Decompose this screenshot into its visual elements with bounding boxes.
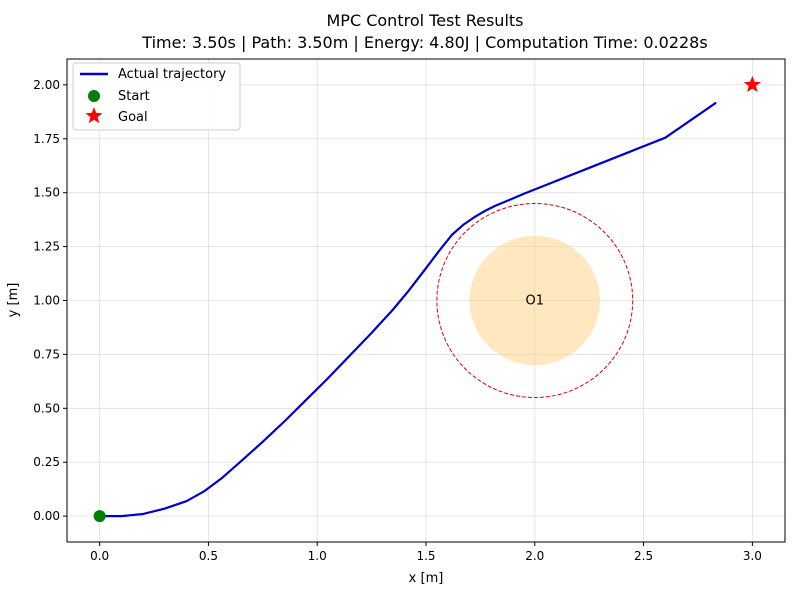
trajectory-line — [98, 102, 717, 518]
legend-start-label: Start — [118, 89, 150, 104]
obstacle-label: O1 — [526, 294, 545, 309]
legend: Actual trajectory Start Goal — [72, 62, 241, 131]
y-tick-label: 1.00 — [33, 294, 60, 308]
y-tick-label: 0.50 — [33, 401, 60, 415]
x-tick-label: 2.5 — [634, 549, 653, 563]
x-tick-label: 1.5 — [416, 549, 435, 563]
goal-marker — [743, 75, 761, 93]
markers-layer — [93, 75, 761, 523]
chart-subtitle: Time: 3.50s | Path: 3.50m | Energy: 4.80… — [141, 33, 707, 52]
start-marker — [93, 510, 106, 523]
y-axis-ticks: 0.00 0.25 0.50 0.75 1.00 1.25 1.50 1.75 2.00 — [33, 78, 67, 523]
x-tick-label: 2.0 — [525, 549, 544, 563]
x-axis-ticks: 0.0 0.5 1.0 1.5 2.0 2.5 3.0 — [90, 542, 762, 563]
y-tick-label: 2.00 — [33, 78, 60, 92]
x-tick-label: 0.0 — [90, 549, 109, 563]
grid-lines — [67, 59, 785, 542]
y-tick-label: 1.75 — [33, 132, 60, 146]
chart-title: MPC Control Test Results — [327, 11, 524, 30]
series-layer — [98, 102, 717, 518]
legend-goal-label: Goal — [118, 110, 148, 125]
y-tick-label: 0.75 — [33, 347, 60, 361]
y-tick-label: 1.50 — [33, 186, 60, 200]
obstacle-safety-boundary — [436, 202, 634, 399]
x-tick-label: 1.0 — [308, 549, 327, 563]
legend-box — [72, 62, 241, 131]
x-tick-label: 3.0 — [743, 549, 762, 563]
y-tick-label: 1.25 — [33, 240, 60, 254]
x-tick-label: 0.5 — [199, 549, 218, 563]
obstacle-circle — [469, 235, 601, 366]
y-tick-label: 0.25 — [33, 455, 60, 469]
y-tick-label: 0.00 — [33, 509, 60, 523]
y-axis-label: y [m] — [6, 283, 21, 318]
obstacles-layer: O1 — [436, 202, 634, 399]
legend-goal-swatch — [85, 107, 103, 124]
legend-start-swatch — [88, 90, 100, 102]
x-axis-label: x [m] — [409, 571, 444, 586]
legend-trajectory-label: Actual trajectory — [118, 67, 226, 82]
